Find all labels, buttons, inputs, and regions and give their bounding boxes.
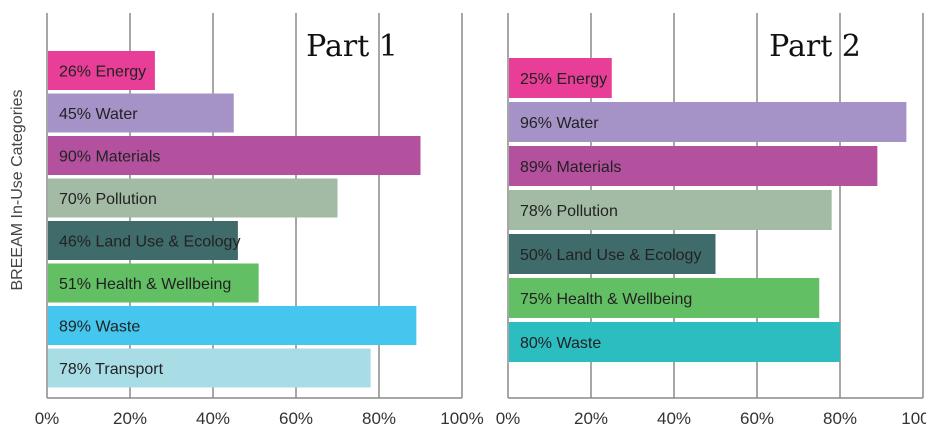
bar-label: 70% Pollution: [59, 191, 157, 208]
bar: [509, 58, 612, 98]
bar-label: 26% Energy: [59, 64, 146, 81]
x-tick-label: 0%: [496, 409, 521, 427]
x-tick-label: 20%: [574, 409, 608, 427]
bar-label: 89% Materials: [520, 159, 621, 176]
chart-panel-2: 0% 20% 40% 60% 80% 100% 25% Energy 96% Water 89%…: [496, 13, 926, 427]
bar: [48, 93, 234, 133]
bar: [509, 190, 832, 230]
x-tick-label: 20%: [113, 409, 147, 427]
x-tick-label: 40%: [196, 409, 230, 427]
x-tick-label: 40%: [657, 409, 691, 427]
bar: [48, 306, 417, 345]
bar-label: 78% Pollution: [520, 203, 618, 220]
bar: [48, 178, 338, 218]
bar-label: 46% Land Use & Ecology: [59, 234, 240, 251]
bar: [48, 348, 371, 388]
bar-label: 51% Health & Wellbeing: [59, 276, 231, 293]
bar-label: 25% Energy: [520, 71, 607, 88]
bar-label: 89% Waste: [59, 319, 140, 336]
x-tick-label: 100%: [901, 409, 926, 427]
bar-label: 50% Land Use & Ecology: [520, 247, 701, 264]
x-tick-label: 80%: [362, 409, 396, 427]
bar: [509, 322, 840, 362]
bar: [509, 146, 878, 186]
panel-title: Part 2: [769, 29, 861, 64]
bar: [48, 221, 238, 260]
chart-panels: 0% 20% 40% 60% 80% 100% 26% Energy 45% Water 90%…: [35, 13, 926, 427]
bar-label: 80% Waste: [520, 335, 601, 352]
x-tick-label: 80%: [823, 409, 857, 427]
bar-label: 78% Transport: [59, 361, 164, 378]
x-tick-label: 60%: [740, 409, 774, 427]
x-tick-label: 0%: [35, 409, 60, 427]
bar: [509, 278, 820, 318]
bar-label: 75% Health & Wellbeing: [520, 291, 692, 308]
bar: [48, 263, 259, 303]
chart-panel-1: 0% 20% 40% 60% 80% 100% 26% Energy 45% Water 90%…: [35, 13, 484, 427]
bar: [509, 102, 907, 142]
panel-title: Part 1: [306, 29, 398, 64]
bar-label: 45% Water: [59, 106, 138, 123]
bar: [48, 136, 421, 175]
x-tick-label: 60%: [279, 409, 313, 427]
bar: [48, 51, 155, 90]
bar-label: 96% Water: [520, 115, 599, 132]
y-axis-label: BREEAM In-Use Categories: [9, 90, 26, 291]
x-tick-label: 100%: [440, 409, 483, 427]
bar-label: 90% Materials: [59, 149, 160, 166]
bar: [509, 234, 716, 274]
